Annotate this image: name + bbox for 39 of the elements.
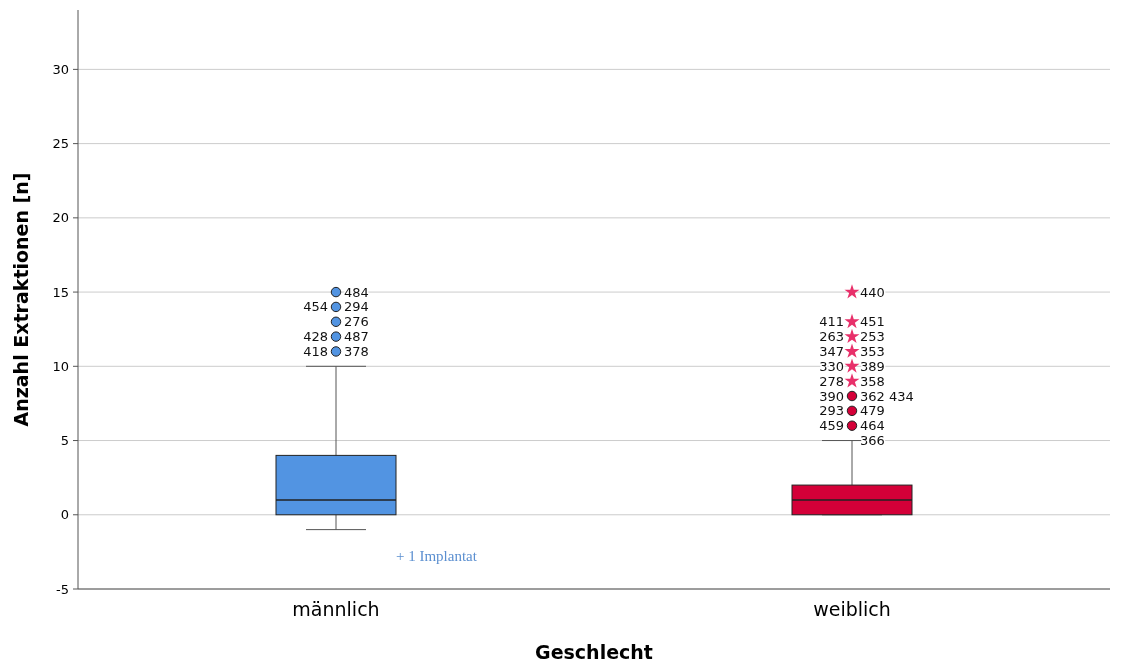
annotation: 440 xyxy=(860,284,885,300)
y-tick-label: 10 xyxy=(52,358,69,374)
annotation: 358 xyxy=(860,373,885,389)
y-tick-label: -5 xyxy=(56,581,69,597)
annotation: 294 xyxy=(344,299,369,315)
y-tick-label: 30 xyxy=(52,61,69,77)
annotation: 434 xyxy=(889,388,914,404)
annotation: 278 xyxy=(819,373,844,389)
annotation: 479 xyxy=(860,403,885,419)
annotation: 378 xyxy=(344,344,369,360)
annotation: 487 xyxy=(344,329,369,345)
y-tick-label: 20 xyxy=(52,210,69,226)
annotation: 454 xyxy=(303,299,328,315)
annotation: 389 xyxy=(860,358,885,374)
annotation: 428 xyxy=(303,329,328,345)
y-tick-label: 25 xyxy=(52,136,69,152)
annotation: 418 xyxy=(303,344,328,360)
y-axis-title: Anzahl Extraktionen [n] xyxy=(10,172,32,427)
x-axis-title: Geschlecht xyxy=(535,641,653,663)
y-tick-label: 15 xyxy=(52,284,69,300)
y-tick-label: 0 xyxy=(60,507,69,523)
annotation: 411 xyxy=(819,314,844,330)
annotation: 263 xyxy=(819,329,844,345)
annotation: 451 xyxy=(860,314,885,330)
annotation: 484 xyxy=(344,284,369,300)
annotation: 459 xyxy=(819,418,844,434)
x-tick-label: männlich xyxy=(292,598,380,620)
y-tick-label: 5 xyxy=(60,433,69,449)
annotation: 353 xyxy=(860,344,885,360)
annotation: 330 xyxy=(819,358,844,374)
annotation: 276 xyxy=(344,314,369,330)
annotation: 347 xyxy=(819,344,844,360)
annotation: 390 xyxy=(819,388,844,404)
annotation: 253 xyxy=(860,329,885,345)
annotation: + 1 Implantat xyxy=(396,548,478,564)
annotation: 464 xyxy=(860,418,885,434)
annotation: 362 xyxy=(860,388,885,404)
annotation: 293 xyxy=(819,403,844,419)
x-tick-label: weiblich xyxy=(813,598,891,620)
